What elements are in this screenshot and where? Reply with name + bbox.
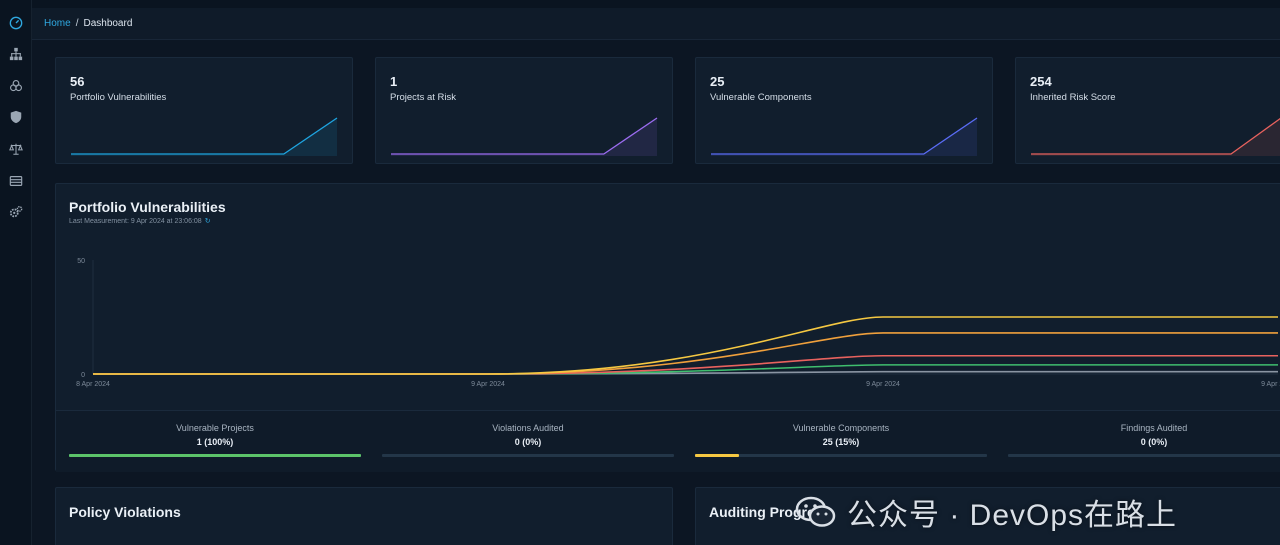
breadcrumb: Home / Dashboard: [32, 8, 1280, 40]
x-tick-label: 9 Apr 2024: [1261, 381, 1280, 388]
sparkline-line: [391, 117, 658, 155]
y-tick-label: 0: [81, 372, 85, 379]
metric-card-portfolio-vulnerabilities: 56 Portfolio Vulnerabilities: [55, 57, 353, 164]
metric-value: 56: [70, 74, 85, 89]
auditing-progress-card: Auditing Progress: [695, 487, 1280, 545]
chart-title: Portfolio Vulnerabilities: [69, 199, 226, 215]
metric-label: Projects at Risk: [390, 92, 456, 103]
stat-findings-audited: Findings Audited 0 (0%): [1008, 411, 1280, 473]
metric-label: Vulnerable Components: [710, 92, 812, 103]
stat-label: Findings Audited: [1120, 423, 1188, 433]
server-icon[interactable]: [8, 173, 23, 188]
stat-label: Vulnerable Components: [792, 423, 890, 433]
metric-card-projects-at-risk: 1 Projects at Risk: [375, 57, 673, 164]
watermark: 公众号 · DevOps在路上: [795, 490, 1177, 534]
stat-value: 1 (100%): [196, 437, 234, 447]
progress-fill: [695, 454, 739, 457]
policy-violations-card: Policy Violations: [55, 487, 673, 545]
y-tick-label: 50: [77, 258, 85, 265]
policy-violations-title: Policy Violations: [69, 504, 181, 520]
sparkline: [391, 117, 658, 156]
portfolio-vulnerabilities-card: Portfolio Vulnerabilities Last Measureme…: [55, 183, 1280, 472]
metric-label: Portfolio Vulnerabilities: [70, 92, 167, 103]
metric-value: 1: [390, 74, 398, 89]
sidebar: [0, 0, 32, 545]
sparkline-line: [1031, 117, 1280, 155]
sparkline-area: [1031, 118, 1280, 156]
speedometer-icon[interactable]: [8, 15, 23, 30]
sitemap-icon[interactable]: [8, 46, 23, 61]
watermark-text: 公众号 · DevOps在路上: [847, 499, 1178, 532]
sparkline-line: [71, 117, 338, 155]
progress-track: [1008, 454, 1280, 457]
stat-value: 0 (0%): [514, 437, 542, 447]
shield-icon[interactable]: [8, 109, 23, 124]
breadcrumb-home-link[interactable]: Home: [44, 18, 71, 29]
cubes-icon[interactable]: [8, 78, 23, 93]
sparkline: [1031, 117, 1280, 156]
sparkline: [711, 117, 978, 156]
metric-value: 254: [1030, 74, 1052, 89]
stat-value: 0 (0%): [1140, 437, 1168, 447]
metric-card-inherited-risk-score: 254 Inherited Risk Score: [1015, 57, 1280, 164]
progress-track: [382, 454, 674, 457]
breadcrumb-current: Dashboard: [83, 18, 133, 29]
progress-track: [695, 454, 987, 457]
stat-label: Vulnerable Projects: [176, 423, 254, 433]
x-tick-label: 8 Apr 2024: [76, 381, 110, 388]
metric-value: 25: [710, 74, 725, 89]
top-bar: [32, 0, 1280, 8]
sparkline-area: [71, 118, 337, 156]
refresh-icon[interactable]: ↻: [204, 218, 211, 225]
wechat-icon: [795, 496, 836, 527]
balance-scale-icon[interactable]: [8, 141, 23, 156]
breadcrumb-separator: /: [75, 18, 79, 29]
sparkline: [71, 117, 338, 156]
sparkline-area: [711, 118, 977, 156]
progress-track: [69, 454, 361, 457]
last-measurement: Last Measurement: 9 Apr 2024 at 23:06:08…: [69, 217, 211, 225]
stat-value: 25 (15%): [822, 437, 860, 447]
sparkline-area: [391, 118, 657, 156]
x-tick-label: 9 Apr 2024: [471, 381, 505, 388]
progress-fill: [69, 454, 361, 457]
stat-vulnerable-components: Vulnerable Components 25 (15%): [695, 411, 987, 473]
sparkline-line: [711, 117, 978, 155]
series-yellow: [93, 316, 1278, 375]
metric-label: Inherited Risk Score: [1030, 92, 1116, 103]
stat-violations-audited: Violations Audited 0 (0%): [382, 411, 674, 473]
stat-vulnerable-projects: Vulnerable Projects 1 (100%): [69, 411, 361, 473]
metric-card-vulnerable-components: 25 Vulnerable Components: [695, 57, 993, 164]
stat-label: Violations Audited: [492, 423, 564, 433]
vulnerability-line-chart: 0 50 8 Apr 2024 9 Apr 2024 9 Apr 2024 9 Apr 2…: [76, 258, 1280, 388]
x-tick-label: 9 Apr 2024: [866, 381, 900, 388]
stats-row: Vulnerable Projects 1 (100%) Violations …: [56, 410, 1280, 472]
gears-icon[interactable]: [8, 204, 23, 219]
last-measurement-text: Last Measurement: 9 Apr 2024 at 23:06:08: [69, 218, 202, 225]
